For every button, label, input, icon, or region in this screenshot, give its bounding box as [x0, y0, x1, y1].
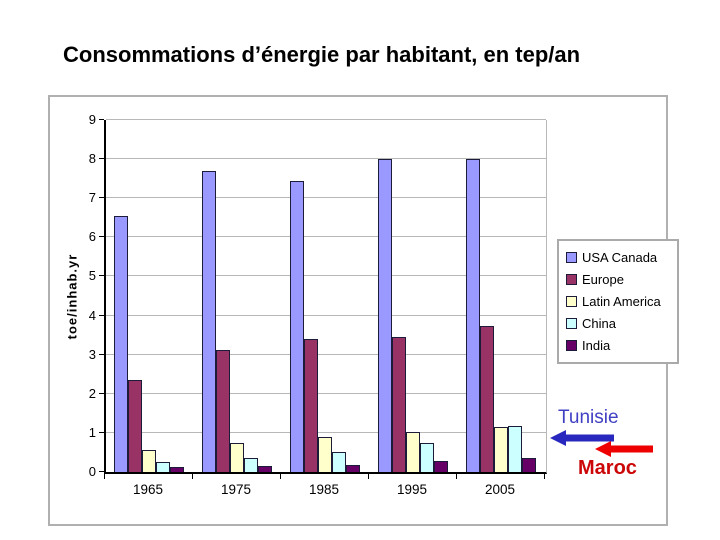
tunisie-left-arrow-icon: [550, 430, 614, 446]
x-tick-mark: [456, 474, 457, 479]
y-tick-label-0: 0: [88, 464, 96, 479]
bar-group-1965: [106, 120, 194, 472]
gridline-y-9: [106, 119, 546, 120]
y-tick-label-6: 6: [88, 229, 96, 245]
gridline-y-8: [106, 158, 546, 160]
x-tick-mark: [280, 474, 281, 479]
x-tick-mark: [104, 474, 105, 479]
legend-item-usa-canada: USA Canada: [566, 250, 672, 265]
bar-india-2005: [522, 458, 536, 472]
y-tick-label-3: 3: [88, 346, 96, 362]
gridline-y-3: [106, 353, 546, 355]
bar-india-1965: [170, 467, 184, 472]
legend-item-china: China: [566, 316, 672, 331]
x-tick-label-1985: 1985: [308, 482, 340, 497]
x-tick-label-1975: 1975: [220, 482, 252, 497]
bar-latin-america-1995: [406, 432, 420, 472]
bar-group-1975: [194, 120, 282, 472]
legend-swatch-usa-canada: [566, 252, 577, 263]
bar-latin-america-1965: [142, 450, 156, 472]
y-tick-mark: [99, 431, 104, 433]
bar-europe-1975: [216, 350, 230, 472]
y-tick-label-4: 4: [88, 307, 96, 323]
bar-group-2005: [458, 120, 546, 472]
legend-label: India: [582, 338, 611, 353]
bar-india-1975: [258, 466, 272, 472]
y-tick-mark: [99, 275, 104, 277]
bar-europe-2005: [480, 326, 494, 472]
bar-latin-america-1985: [318, 437, 332, 472]
bar-china-2005: [508, 426, 522, 472]
bar-india-1995: [434, 461, 448, 472]
bar-usa-canada-2005: [466, 159, 480, 472]
legend-item-latin-america: Latin America: [566, 294, 672, 309]
bar-china-1975: [244, 458, 258, 472]
y-tick-label-9: 9: [88, 112, 96, 127]
x-tick-label-1995: 1995: [396, 482, 428, 497]
y-tick-mark: [99, 158, 104, 160]
bar-usa-canada-1975: [202, 171, 216, 472]
gridline-y-5: [106, 275, 546, 277]
legend-swatch-europe: [566, 274, 577, 285]
y-tick-mark: [99, 471, 104, 472]
legend-item-india: India: [566, 338, 672, 353]
legend-label: Europe: [582, 272, 624, 287]
bar-china-1985: [332, 452, 346, 472]
legend-swatch-india: [566, 340, 577, 351]
gridline-y-6: [106, 236, 546, 238]
gridline-y-7: [106, 197, 546, 199]
y-tick-label-2: 2: [88, 385, 96, 401]
bar-india-1985: [346, 465, 360, 472]
legend-label: USA Canada: [582, 250, 658, 265]
y-tick-label-5: 5: [88, 268, 96, 284]
gridline-y-2: [106, 392, 546, 394]
legend-swatch-china: [566, 318, 577, 329]
x-tick-label-1965: 1965: [132, 482, 164, 497]
gridline-y-1: [106, 431, 546, 433]
legend-label: Latin America: [582, 294, 661, 309]
bar-usa-canada-1965: [114, 216, 128, 472]
gridline-y-4: [106, 314, 546, 316]
bar-china-1965: [156, 462, 170, 472]
bar-europe-1985: [304, 339, 318, 472]
bar-latin-america-2005: [494, 427, 508, 472]
x-tick-mark: [544, 474, 545, 479]
tunisie-label: Tunisie: [558, 407, 619, 428]
bar-group-1995: [370, 120, 458, 472]
bar-china-1995: [420, 443, 434, 472]
legend-label: China: [582, 316, 616, 331]
maroc-label: Maroc: [578, 457, 637, 479]
y-tick-label-1: 1: [88, 424, 96, 440]
y-tick-label-7: 7: [88, 190, 96, 206]
legend-swatch-latin-america: [566, 296, 577, 307]
chart-container: toe/inhab.yr USA Canada Europe Latin Ameri…: [48, 95, 679, 526]
bar-usa-canada-1985: [290, 181, 304, 472]
x-tick-label-2005: 2005: [484, 482, 516, 497]
x-tick-mark: [368, 474, 369, 479]
plot-area: [104, 119, 547, 474]
bar-group-1985: [282, 120, 370, 472]
maroc-left-arrow-icon: [595, 441, 653, 457]
y-tick-mark: [99, 197, 104, 199]
bar-usa-canada-1995: [378, 159, 392, 472]
y-tick-mark: [99, 314, 104, 316]
bar-europe-1995: [392, 337, 406, 472]
y-tick-mark: [99, 236, 104, 238]
y-tick-mark: [99, 119, 104, 120]
bar-latin-america-1975: [230, 443, 244, 472]
y-tick-label-8: 8: [88, 151, 96, 167]
y-tick-mark: [99, 353, 104, 355]
legend: USA Canada Europe Latin America China India: [557, 239, 679, 364]
x-tick-mark: [192, 474, 193, 479]
y-tick-mark: [99, 392, 104, 394]
page-title: Consommations d’énergie par habitant, en…: [63, 42, 581, 67]
bar-europe-1965: [128, 380, 142, 472]
legend-item-europe: Europe: [566, 272, 672, 287]
